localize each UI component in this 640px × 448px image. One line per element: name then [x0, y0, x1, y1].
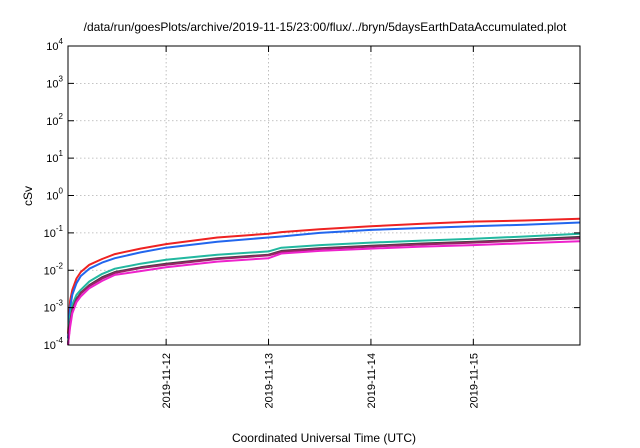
y-tick-label: 103 [46, 74, 63, 90]
y-tick-label: 104 [46, 37, 63, 53]
y-tick-label: 10-3 [44, 299, 64, 315]
x-tick-label: 2019-11-14 [366, 353, 378, 408]
series-lines [67, 217, 581, 346]
x-tick-label: 2019-11-15 [468, 353, 480, 408]
series-line-2 [67, 221, 581, 339]
y-tick-label: 10-2 [44, 261, 64, 277]
y-tick-label: 10-4 [44, 336, 64, 352]
series-line-4 [67, 235, 581, 346]
x-ticks: 2019-11-12 2019-11-13 2019-11-14 2019-11-15 [161, 46, 480, 408]
series-line-5 [67, 237, 581, 346]
y-ticks: 10-4 10-3 10-2 10-1 100 101 102 103 104 [44, 37, 580, 352]
grid [68, 46, 580, 345]
y-tick-label: 102 [46, 112, 63, 128]
series-line-3 [67, 232, 581, 346]
y-tick-label: 10-1 [44, 224, 64, 240]
x-axis-label: Coordinated Universal Time (UTC) [232, 431, 416, 445]
series-line-1 [67, 217, 581, 334]
chart-title: /data/run/goesPlots/archive/2019-11-15/2… [84, 20, 567, 34]
y-tick-label: 101 [46, 149, 63, 165]
x-tick-label: 2019-11-12 [161, 353, 173, 408]
y-axis-label: cSv [21, 186, 35, 206]
series-line-6 [67, 240, 581, 346]
x-tick-label: 2019-11-13 [264, 353, 276, 408]
y-tick-label: 100 [46, 187, 63, 203]
